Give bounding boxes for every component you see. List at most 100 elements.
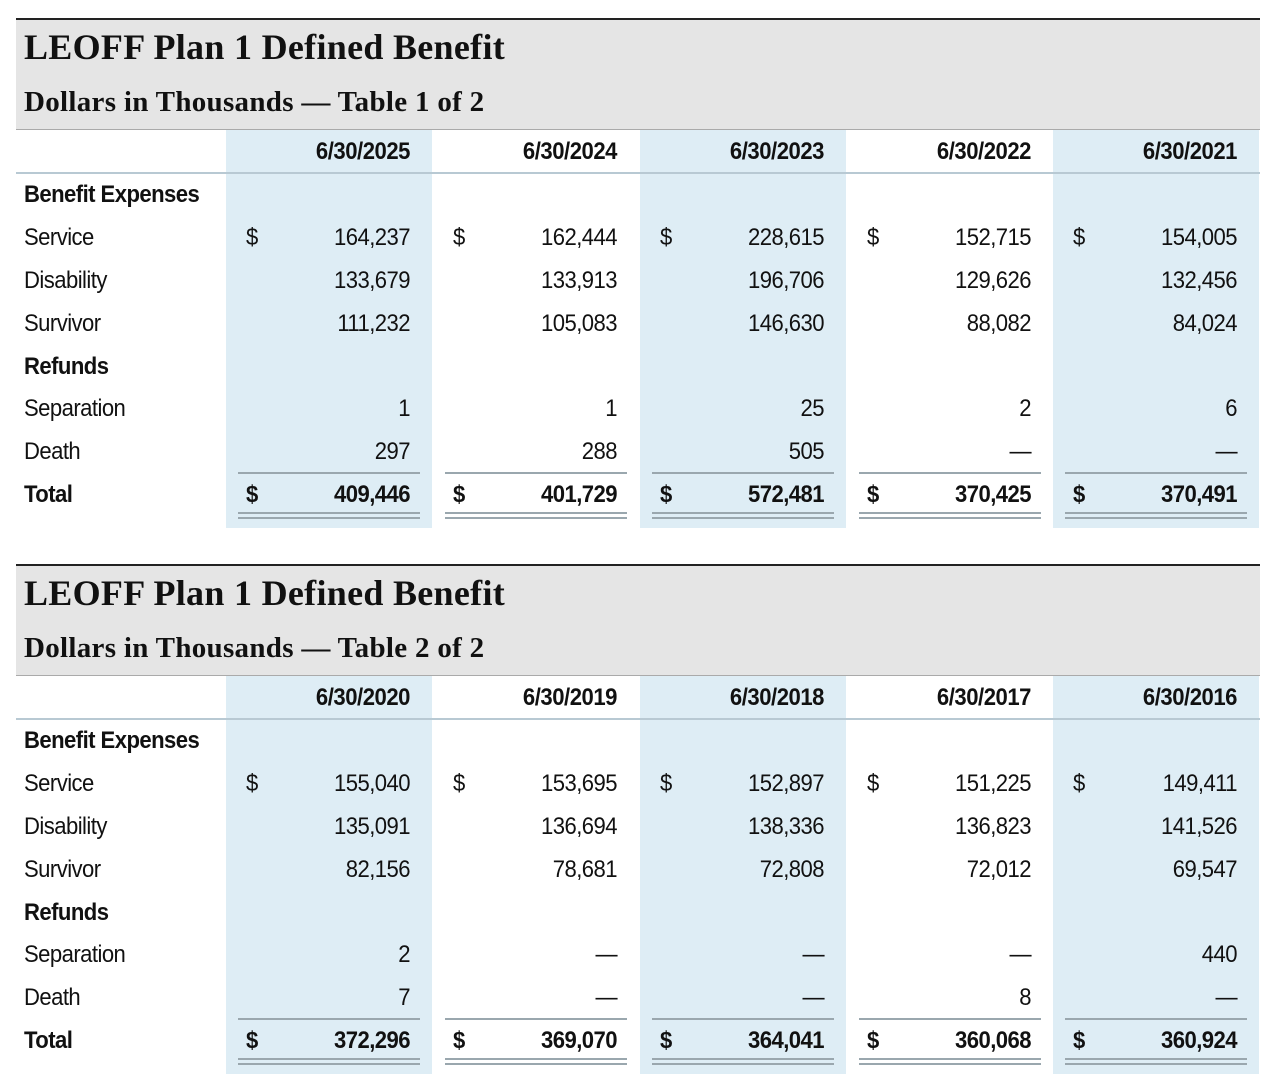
cell-separation: 6 [1225, 395, 1237, 422]
row-label-separation: Separation [24, 941, 126, 968]
cell-death: 297 [374, 438, 411, 465]
section-label-benefit-expenses: Benefit Expenses [24, 727, 200, 754]
cell-survivor: 78,681 [552, 856, 618, 883]
cell-survivor: 69,547 [1172, 856, 1238, 883]
table-subtitle: Dollars in Thousands — Table 1 of 2 [24, 86, 485, 118]
row-label-disability: Disability [24, 813, 107, 840]
cell-separation: 1 [605, 395, 617, 422]
subtotal-rule [859, 1018, 1041, 1020]
column-header: 6/30/2022 [936, 138, 1032, 165]
currency-symbol: $ [660, 770, 673, 797]
column-shade [1053, 130, 1259, 528]
section-label-benefit-expenses: Benefit Expenses [24, 181, 200, 208]
currency-symbol: $ [1073, 224, 1086, 251]
cell-total: 370,491 [1161, 481, 1238, 508]
column-shade [226, 130, 432, 528]
cell-separation: 1 [398, 395, 410, 422]
currency-symbol: $ [867, 1027, 880, 1054]
total-double-rule [238, 1058, 420, 1065]
column-header: 6/30/2017 [936, 684, 1032, 711]
cell-total: 360,068 [955, 1027, 1032, 1054]
table-1: LEOFF Plan 1 Defined Benefit Dollars in T… [16, 18, 1260, 530]
cell-survivor: 88,082 [966, 310, 1032, 337]
cell-total: 370,425 [955, 481, 1032, 508]
table-title: LEOFF Plan 1 Defined Benefit [24, 573, 506, 613]
cell-total: 401,729 [541, 481, 618, 508]
currency-symbol: $ [660, 1027, 673, 1054]
row-label-death: Death [24, 438, 81, 465]
row-label-total: Total [24, 481, 73, 508]
total-double-rule [859, 512, 1041, 519]
cell-separation: — [802, 941, 824, 968]
cell-separation: 2 [398, 941, 410, 968]
section-label-refunds: Refunds [24, 353, 109, 380]
cell-survivor: 72,808 [759, 856, 825, 883]
cell-separation: — [595, 941, 617, 968]
cell-separation: — [1009, 941, 1031, 968]
column-shade [640, 676, 846, 1074]
cell-death: 505 [788, 438, 825, 465]
cell-service: 149,411 [1162, 770, 1238, 797]
total-double-rule [445, 1058, 627, 1065]
subtotal-rule [445, 1018, 627, 1020]
total-double-rule [1065, 1058, 1247, 1065]
currency-symbol: $ [453, 481, 466, 508]
currency-symbol: $ [246, 770, 259, 797]
column-shade [1053, 676, 1259, 1074]
cell-service: 152,715 [955, 224, 1032, 251]
cell-separation: 440 [1201, 941, 1238, 968]
cell-death: 7 [398, 984, 410, 1011]
table-subtitle: Dollars in Thousands — Table 2 of 2 [24, 632, 485, 664]
cell-service: 164,237 [334, 224, 411, 251]
table-2: LEOFF Plan 1 Defined Benefit Dollars in T… [16, 564, 1260, 1076]
column-header: 6/30/2021 [1142, 138, 1238, 165]
currency-symbol: $ [660, 481, 673, 508]
row-label-death: Death [24, 984, 81, 1011]
currency-symbol: $ [867, 481, 880, 508]
column-shade [640, 130, 846, 528]
cell-survivor: 82,156 [345, 856, 411, 883]
total-double-rule [859, 1058, 1041, 1065]
column-header-rule [16, 718, 1260, 720]
currency-symbol: $ [453, 770, 466, 797]
subtotal-rule [652, 472, 834, 474]
column-header-rule [16, 172, 1260, 174]
cell-disability: 135,091 [334, 813, 411, 840]
cell-separation: 25 [800, 395, 825, 422]
row-label-service: Service [24, 770, 94, 797]
currency-symbol: $ [867, 224, 880, 251]
cell-disability: 141,526 [1161, 813, 1238, 840]
cell-service: 155,040 [334, 770, 411, 797]
cell-death: — [1215, 984, 1237, 1011]
subtotal-rule [652, 1018, 834, 1020]
cell-service: 152,897 [748, 770, 825, 797]
cell-disability: 196,706 [748, 267, 825, 294]
currency-symbol: $ [453, 1027, 466, 1054]
cell-disability: 136,694 [541, 813, 618, 840]
cell-death: — [802, 984, 824, 1011]
cell-survivor: 84,024 [1172, 310, 1238, 337]
currency-symbol: $ [867, 770, 880, 797]
cell-death: — [1215, 438, 1237, 465]
subtotal-rule [238, 472, 420, 474]
cell-disability: 129,626 [955, 267, 1032, 294]
cell-disability: 133,679 [334, 267, 411, 294]
currency-symbol: $ [246, 224, 259, 251]
cell-disability: 132,456 [1161, 267, 1238, 294]
cell-survivor: 72,012 [966, 856, 1032, 883]
cell-service: 162,444 [541, 224, 618, 251]
column-header: 6/30/2016 [1142, 684, 1238, 711]
cell-total: 409,446 [334, 481, 411, 508]
section-label-refunds: Refunds [24, 899, 109, 926]
cell-disability: 133,913 [541, 267, 618, 294]
row-label-disability: Disability [24, 267, 107, 294]
cell-total: 360,924 [1161, 1027, 1238, 1054]
total-double-rule [652, 512, 834, 519]
subtotal-rule [445, 472, 627, 474]
row-label-survivor: Survivor [24, 310, 101, 337]
cell-service: 228,615 [748, 224, 825, 251]
currency-symbol: $ [660, 224, 673, 251]
column-shade [226, 676, 432, 1074]
column-header: 6/30/2018 [729, 684, 825, 711]
table-header: LEOFF Plan 1 Defined Benefit Dollars in T… [16, 18, 1260, 130]
